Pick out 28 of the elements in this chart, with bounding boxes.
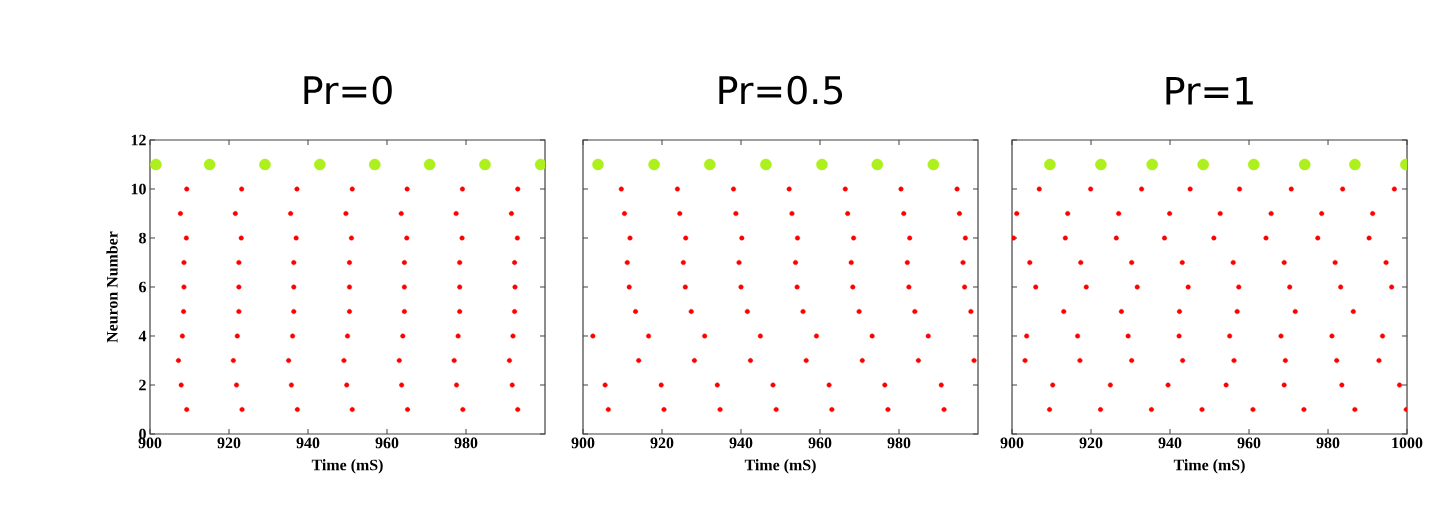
x-axis-title: Time (mS) bbox=[1173, 459, 1245, 474]
y-axis-title: Neuron Number bbox=[106, 231, 118, 343]
y-tick-label: 8 bbox=[139, 232, 146, 244]
x-tick-label: 960 bbox=[1237, 437, 1261, 449]
y-tick-label: 12 bbox=[131, 134, 146, 146]
chart-title: Pr=0 bbox=[304, 75, 392, 105]
x-tick-label: 920 bbox=[650, 437, 674, 449]
x-tick-label: 980 bbox=[1316, 437, 1340, 449]
x-tick-label: 940 bbox=[1158, 437, 1182, 449]
x-tick-label: 940 bbox=[296, 437, 320, 449]
x-tick-label: 980 bbox=[887, 437, 911, 449]
y-tick-label: 2 bbox=[139, 379, 146, 391]
x-tick-label: 900 bbox=[1000, 437, 1024, 449]
y-tick-label: 4 bbox=[138, 330, 147, 342]
chart-title: Pr=1 bbox=[1166, 76, 1253, 105]
x-axis-title: Time (mS) bbox=[744, 459, 816, 474]
x-tick-label: 960 bbox=[375, 437, 399, 449]
x-tick-label: 940 bbox=[729, 437, 753, 449]
chart-title: Pr=0.5 bbox=[719, 75, 843, 105]
x-axis-title: Time (mS) bbox=[311, 459, 383, 474]
y-tick-label: 6 bbox=[139, 281, 147, 293]
x-tick-label: 920 bbox=[217, 437, 241, 449]
y-tick-label: 10 bbox=[131, 183, 146, 195]
x-tick-label: 1000 bbox=[1392, 437, 1423, 449]
x-tick-label: 900 bbox=[571, 437, 595, 449]
x-tick-label: 960 bbox=[808, 437, 832, 449]
x-tick-label: 980 bbox=[454, 437, 478, 449]
x-tick-label: 920 bbox=[1079, 437, 1103, 449]
